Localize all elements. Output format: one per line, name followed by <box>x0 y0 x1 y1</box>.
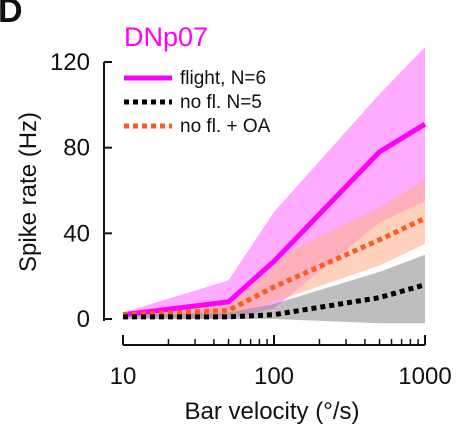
y-tick-label-0: 0 <box>77 306 90 333</box>
x-axis-label: Bar velocity (°/s) <box>185 398 360 425</box>
y-tick-label-120: 120 <box>50 49 90 76</box>
series-lines <box>122 121 427 320</box>
legend-label-3: no fl. + OA <box>180 116 271 137</box>
chart-title: DNp07 <box>124 22 208 52</box>
series-line-1 <box>122 121 427 318</box>
confidence-bands <box>123 47 425 324</box>
y-axis-label: Spike rate (Hz) <box>15 112 42 272</box>
x-tick-label-10: 10 <box>110 363 137 390</box>
y-tick-label-80: 80 <box>63 135 90 162</box>
y-ticks: 0 40 80 120 <box>50 49 112 333</box>
y-tick-label-40: 40 <box>63 220 90 247</box>
legend: flight, N=6 no fl. N=5 no fl. + OA <box>124 68 271 137</box>
band-2 <box>123 254 425 324</box>
x-tick-label-1000: 1000 <box>398 363 451 390</box>
x-tick-label-100: 100 <box>254 363 294 390</box>
x-ticks: 10 100 1000 <box>110 335 452 390</box>
series-line-2 <box>123 282 426 320</box>
series-line-3 <box>122 216 427 318</box>
legend-label-1: flight, N=6 <box>180 68 266 89</box>
panel-letter: D <box>0 0 23 30</box>
legend-label-2: no fl. N=5 <box>180 92 262 113</box>
